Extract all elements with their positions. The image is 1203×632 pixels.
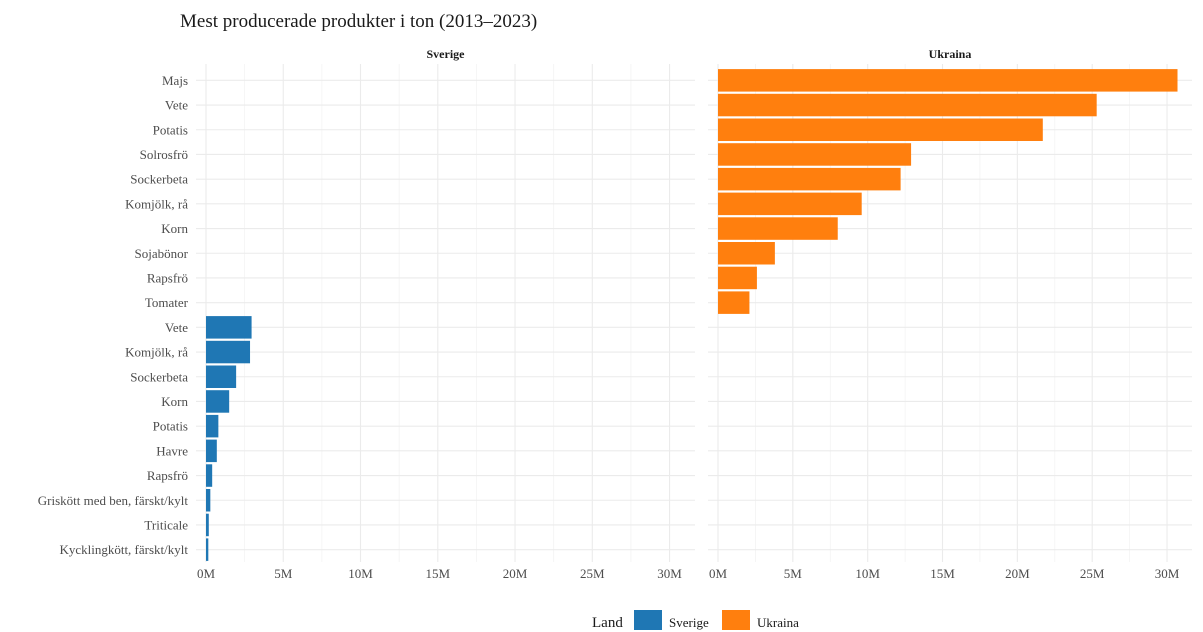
category-label-sockerbeta: Sockerbeta bbox=[130, 172, 188, 187]
bar-ukraina-rapsfr bbox=[718, 266, 757, 290]
category-label-kycklingk-tt-f-rskt-kylt: Kycklingkött, färskt/kylt bbox=[59, 542, 188, 557]
bar-sverige-kycklingk-tt-f-rskt-kylt bbox=[206, 538, 209, 561]
legend-title: Land bbox=[592, 615, 623, 631]
chart-title: Mest producerade produkter i ton (2013–2… bbox=[180, 11, 537, 32]
x-tick-label: 25M bbox=[1080, 566, 1105, 581]
panel-ukraina: 0M 5M 10M 15M 20M 25M 30M Ukraina bbox=[708, 47, 1192, 581]
x-tick-label: 5M bbox=[274, 566, 293, 581]
bar-ukraina-tomater bbox=[718, 291, 750, 314]
panel-sverige: 0M 5M 10M 15M 20M 25M 30M Sverige bbox=[196, 47, 695, 581]
bar-sverige-potatis bbox=[206, 414, 219, 438]
x-tick-label: 10M bbox=[348, 566, 373, 581]
x-tick-label: 15M bbox=[930, 566, 955, 581]
category-label-tomater: Tomater bbox=[145, 295, 189, 310]
category-label-grisk-tt-med-ben-f-rskt-kylt: Griskött med ben, färskt/kylt bbox=[38, 493, 189, 508]
x-tick-label: 10M bbox=[855, 566, 880, 581]
x-tick-label: 25M bbox=[580, 566, 605, 581]
category-label-rapsfr: Rapsfrö bbox=[147, 468, 188, 483]
bar-ukraina-solrosfr bbox=[718, 143, 912, 166]
x-tick-label: 5M bbox=[784, 566, 803, 581]
bar-sverige-komj-lk-r bbox=[206, 340, 251, 364]
bar-ukraina-sojab-nor bbox=[718, 242, 775, 265]
legend-label-sverige: Sverige bbox=[669, 615, 709, 630]
legend-label-ukraina: Ukraina bbox=[757, 615, 799, 630]
bar-ukraina-vete bbox=[718, 93, 1097, 117]
bar-sverige-korn bbox=[206, 390, 230, 413]
facet-strip-label: Ukraina bbox=[929, 47, 972, 61]
bar-sverige-rapsfr bbox=[206, 464, 213, 487]
category-label-solrosfr: Solrosfrö bbox=[140, 147, 188, 162]
bar-ukraina-komj-lk-r bbox=[718, 192, 862, 216]
category-label-potatis: Potatis bbox=[153, 122, 188, 137]
category-label-komj-lk-r: Komjölk, rå bbox=[125, 196, 188, 211]
category-label-rapsfr: Rapsfrö bbox=[147, 270, 188, 285]
bar-sverige-havre bbox=[206, 439, 217, 463]
facet-strip-label: Sverige bbox=[427, 47, 466, 61]
category-label-komj-lk-r: Komjölk, rå bbox=[125, 345, 188, 360]
category-label-vete: Vete bbox=[165, 98, 188, 113]
category-label-sockerbeta: Sockerbeta bbox=[130, 369, 188, 384]
x-tick-label: 15M bbox=[425, 566, 450, 581]
bar-sverige-triticale bbox=[206, 513, 209, 537]
bar-sverige-grisk-tt-med-ben-f-rskt-kylt bbox=[206, 489, 211, 512]
x-tick-label: 0M bbox=[197, 566, 216, 581]
x-tick-label: 20M bbox=[503, 566, 528, 581]
category-label-havre: Havre bbox=[156, 443, 188, 458]
category-label-korn: Korn bbox=[161, 394, 188, 409]
category-label-majs: Majs bbox=[162, 73, 188, 88]
category-label-potatis: Potatis bbox=[153, 419, 188, 434]
bar-sverige-vete bbox=[206, 316, 252, 339]
legend: Land Sverige Ukraina bbox=[592, 610, 799, 631]
x-tick-label: 0M bbox=[709, 566, 728, 581]
bar-ukraina-sockerbeta bbox=[718, 167, 901, 191]
category-label-sojab-nor: Sojabönor bbox=[135, 246, 189, 261]
x-tick-label: 20M bbox=[1005, 566, 1030, 581]
x-tick-label: 30M bbox=[1155, 566, 1180, 581]
bar-sverige-sockerbeta bbox=[206, 365, 237, 388]
bar-ukraina-korn bbox=[718, 217, 838, 240]
category-label-vete: Vete bbox=[165, 320, 188, 335]
category-axis-labels: Majs Vete Potatis Solrosfrö Sockerbeta Komjöl… bbox=[38, 73, 189, 557]
x-tick-label: 30M bbox=[657, 566, 682, 581]
legend-swatch-ukraina bbox=[722, 610, 750, 630]
category-label-korn: Korn bbox=[161, 221, 188, 236]
bar-ukraina-majs bbox=[718, 69, 1178, 92]
category-label-triticale: Triticale bbox=[144, 517, 188, 532]
legend-swatch-sverige bbox=[634, 610, 662, 630]
bar-ukraina-potatis bbox=[718, 118, 1043, 141]
